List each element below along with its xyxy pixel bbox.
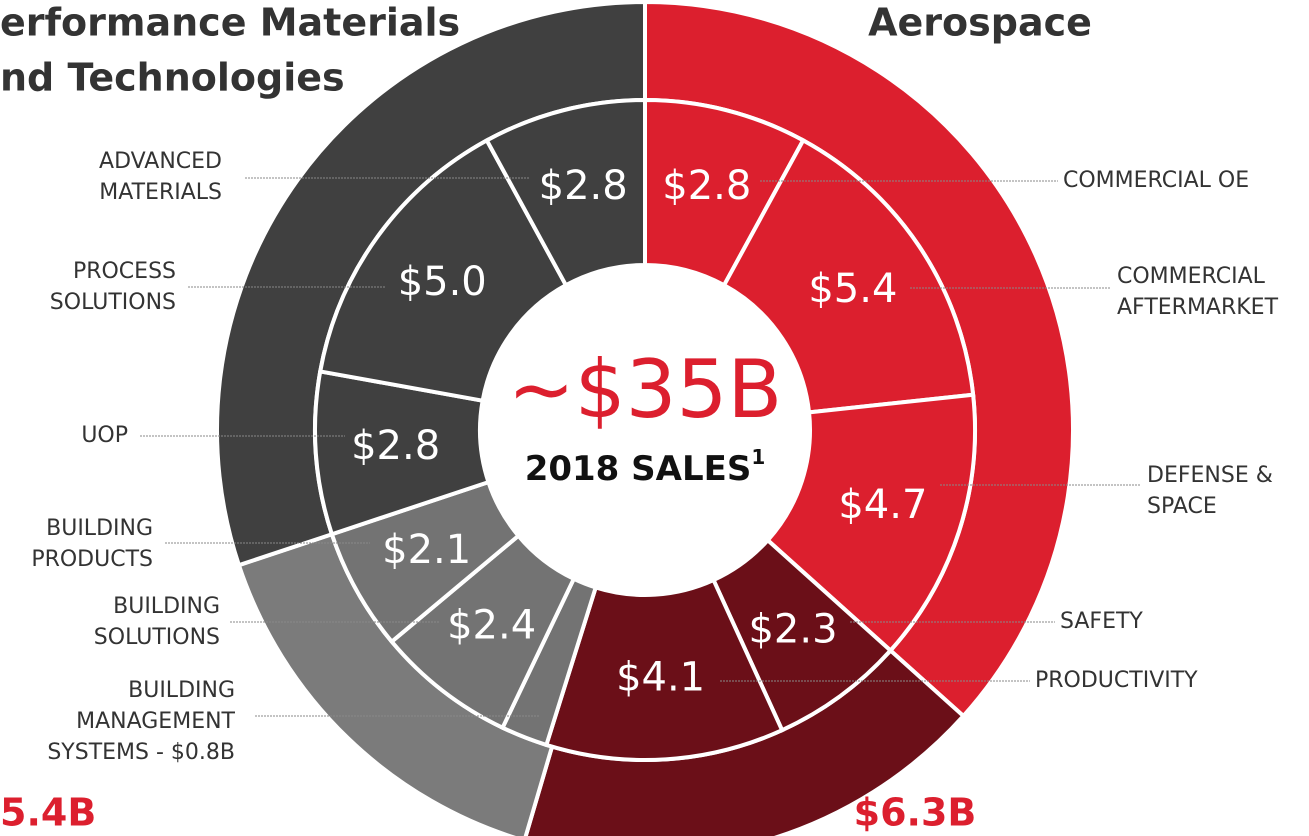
- center-title: ~$35B: [508, 343, 783, 436]
- inner-segment: [317, 137, 569, 404]
- pmt-title: erformance Materials: [0, 1, 460, 45]
- category-label: AFTERMARKET: [1117, 295, 1279, 320]
- center-subtitle: 2018 SALES1: [525, 445, 766, 489]
- category-label: PRODUCTS: [31, 547, 153, 572]
- value-label: $5.4: [808, 266, 897, 312]
- category-label: BUILDING: [113, 594, 220, 619]
- inner-segment: [721, 137, 976, 415]
- value-label: $2.3: [748, 606, 837, 652]
- category-label: SPACE: [1147, 494, 1217, 519]
- category-label: SOLUTIONS: [50, 290, 176, 315]
- category-label: PRODUCTIVITY: [1035, 668, 1198, 693]
- hole: [482, 267, 808, 593]
- category-label: SYSTEMS - $0.8B: [47, 740, 235, 765]
- category-label: BUILDING: [46, 516, 153, 541]
- pmt-title: nd Technologies: [0, 56, 345, 100]
- category-label: MATERIALS: [99, 180, 222, 205]
- inner-segment: [484, 97, 647, 288]
- category-label: COMMERCIAL: [1117, 264, 1266, 289]
- value-label: $5.0: [398, 259, 487, 305]
- value-label: $4.1: [616, 655, 705, 701]
- category-label: ADVANCED: [99, 149, 222, 174]
- category-label: MANAGEMENT: [76, 709, 235, 734]
- value-label: $2.8: [351, 423, 440, 469]
- category-label: SOLUTIONS: [94, 625, 220, 650]
- aerospace-title: Aerospace: [868, 1, 1092, 45]
- footnote-mark: 1: [751, 445, 765, 469]
- category-label: BUILDING: [128, 678, 235, 703]
- category-label: PROCESS: [73, 259, 176, 284]
- category-label: COMMERCIAL OE: [1063, 168, 1249, 193]
- value-label: $2.4: [447, 602, 536, 648]
- category-label: UOP: [81, 423, 128, 448]
- category-label: DEFENSE &: [1147, 463, 1273, 488]
- value-label: $2.8: [539, 163, 628, 209]
- value-label: $2.8: [662, 163, 751, 209]
- center-subtitle-text: 2018 SALES: [525, 449, 752, 489]
- outer-value-label: 5.4B: [0, 791, 96, 835]
- value-label: $2.1: [382, 527, 471, 573]
- value-label: $4.7: [838, 482, 927, 528]
- outer-value-label: $6.3B: [854, 791, 977, 835]
- category-label: SAFETY: [1060, 609, 1143, 634]
